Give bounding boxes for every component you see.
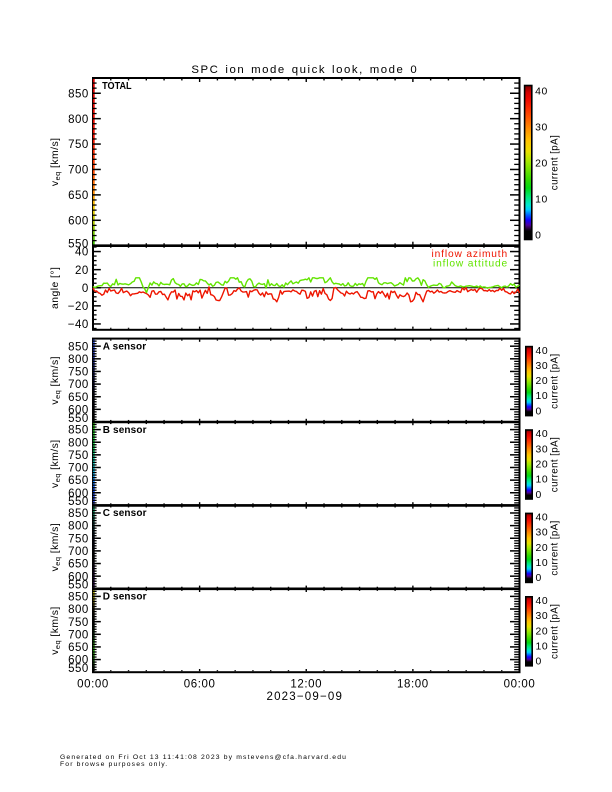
svg-text:12:00: 12:00: [290, 678, 322, 690]
svg-text:750: 750: [68, 617, 89, 629]
svg-text:850: 850: [68, 591, 89, 603]
svg-text:550: 550: [68, 413, 89, 425]
svg-text:20: 20: [536, 626, 549, 637]
svg-text:800: 800: [68, 521, 89, 533]
svg-text:veq [km/s]: veq [km/s]: [50, 439, 62, 488]
svg-text:C sensor: C sensor: [103, 508, 147, 519]
svg-text:10: 10: [536, 391, 549, 402]
svg-text:30: 30: [536, 444, 549, 455]
svg-text:0: 0: [536, 406, 542, 417]
svg-text:0: 0: [535, 231, 541, 242]
svg-text:550: 550: [68, 238, 89, 250]
svg-text:20: 20: [536, 459, 549, 470]
svg-text:600: 600: [68, 488, 89, 500]
svg-text:800: 800: [68, 437, 89, 449]
svg-text:40: 40: [536, 429, 549, 440]
svg-text:40: 40: [536, 596, 549, 607]
svg-text:30: 30: [536, 361, 549, 372]
svg-text:850: 850: [68, 88, 89, 100]
svg-text:−40: −40: [68, 319, 89, 331]
svg-text:00:00: 00:00: [504, 678, 536, 690]
svg-text:700: 700: [68, 463, 89, 475]
svg-text:600: 600: [68, 655, 89, 667]
svg-text:650: 650: [68, 190, 89, 202]
svg-text:40: 40: [535, 87, 548, 98]
svg-text:10: 10: [536, 558, 549, 569]
svg-text:20: 20: [536, 376, 549, 387]
svg-text:06:00: 06:00: [184, 678, 216, 690]
svg-text:800: 800: [68, 354, 89, 366]
svg-text:800: 800: [68, 114, 89, 126]
svg-text:750: 750: [68, 367, 89, 379]
svg-text:18:00: 18:00: [397, 678, 429, 690]
svg-text:650: 650: [68, 559, 89, 571]
svg-text:−20: −20: [68, 301, 89, 313]
svg-text:0: 0: [536, 490, 542, 501]
svg-text:650: 650: [68, 392, 89, 404]
svg-text:20: 20: [535, 159, 548, 170]
svg-text:veq [km/s]: veq [km/s]: [50, 606, 62, 655]
svg-text:current [pA]: current [pA]: [550, 604, 561, 659]
svg-text:20: 20: [75, 265, 89, 277]
svg-text:850: 850: [68, 341, 89, 353]
svg-text:D sensor: D sensor: [103, 592, 147, 603]
svg-text:40: 40: [536, 513, 549, 524]
svg-text:700: 700: [68, 546, 89, 558]
svg-text:550: 550: [68, 663, 89, 675]
svg-text:2023−09−09: 2023−09−09: [266, 691, 343, 703]
svg-text:600: 600: [68, 404, 89, 416]
svg-text:00:00: 00:00: [77, 678, 109, 690]
svg-text:30: 30: [536, 528, 549, 539]
svg-text:0: 0: [536, 657, 542, 668]
svg-text:850: 850: [68, 508, 89, 520]
svg-text:750: 750: [68, 139, 89, 151]
svg-text:750: 750: [68, 533, 89, 545]
svg-text:800: 800: [68, 604, 89, 616]
svg-text:For browse purposes only.: For browse purposes only.: [60, 761, 168, 768]
svg-text:30: 30: [536, 611, 549, 622]
svg-text:600: 600: [68, 215, 89, 227]
svg-text:20: 20: [536, 543, 549, 554]
svg-text:angle [°]: angle [°]: [50, 267, 61, 309]
svg-text:700: 700: [68, 379, 89, 391]
svg-text:10: 10: [536, 641, 549, 652]
svg-text:veq [km/s]: veq [km/s]: [50, 138, 62, 187]
svg-text:40: 40: [75, 247, 89, 259]
svg-text:10: 10: [535, 195, 548, 206]
svg-text:B sensor: B sensor: [103, 425, 147, 436]
svg-text:750: 750: [68, 450, 89, 462]
svg-text:inflow azimuth: inflow azimuth: [432, 249, 508, 260]
svg-text:850: 850: [68, 425, 89, 437]
svg-text:550: 550: [68, 580, 89, 592]
svg-text:Generated on Fri Oct 13 11:41:: Generated on Fri Oct 13 11:41:08 2023 by…: [60, 754, 347, 761]
svg-text:650: 650: [68, 642, 89, 654]
svg-text:700: 700: [68, 165, 89, 177]
svg-text:30: 30: [535, 123, 548, 134]
svg-text:SPC ion mode quick look, mode: SPC ion mode quick look, mode 0: [191, 64, 418, 76]
svg-text:700: 700: [68, 629, 89, 641]
svg-text:40: 40: [536, 346, 549, 357]
svg-text:650: 650: [68, 475, 89, 487]
svg-text:veq [km/s]: veq [km/s]: [50, 356, 62, 405]
svg-text:550: 550: [68, 496, 89, 508]
svg-text:0: 0: [536, 573, 542, 584]
svg-text:0: 0: [82, 283, 89, 295]
svg-text:600: 600: [68, 571, 89, 583]
svg-text:veq [km/s]: veq [km/s]: [50, 523, 62, 572]
svg-text:current [pA]: current [pA]: [550, 437, 561, 492]
svg-text:TOTAL: TOTAL: [102, 80, 132, 92]
svg-text:current [pA]: current [pA]: [550, 353, 561, 408]
svg-text:10: 10: [536, 475, 549, 486]
svg-text:A sensor: A sensor: [103, 341, 147, 352]
svg-text:current [pA]: current [pA]: [550, 135, 561, 190]
svg-text:current [pA]: current [pA]: [550, 520, 561, 575]
svg-text:inflow attitude: inflow attitude: [433, 258, 508, 269]
